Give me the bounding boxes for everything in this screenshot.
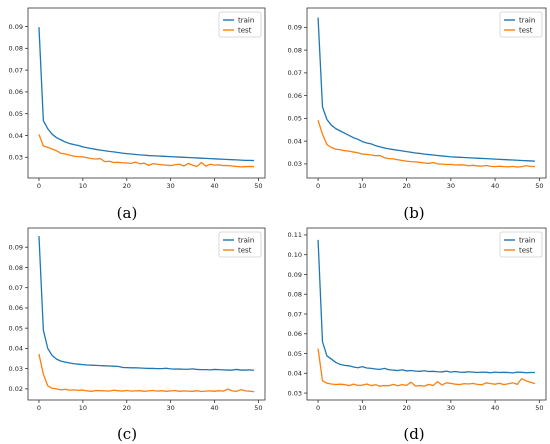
legend-label-train: train [238,16,254,24]
legend: train test [218,231,262,258]
x-tick-label: 0 [37,404,41,412]
x-tick-label: 10 [79,182,87,190]
panel-label: (d) [403,425,424,443]
x-tick-label: 0 [37,182,41,190]
x-tick-label: 30 [166,404,174,412]
x-tick-label: 10 [358,182,366,190]
legend-box [218,11,262,38]
y-tick-label: 0.10 [288,251,302,259]
legend-label-train: train [519,236,535,244]
x-tick-label: 30 [166,182,174,190]
y-tick-label: 0.09 [288,271,302,279]
y-tick-label: 0.04 [9,345,23,353]
y-tick-label: 0.09 [9,244,23,252]
x-tick-label: 50 [254,182,262,190]
y-tick-label: 0.05 [9,110,23,118]
chart-panel-a: 0 10 20 30 40 50 0.03 0.04 0.05 0.06 0.07 0.08 0.09 t… [9,7,266,222]
plot-frame [27,227,266,401]
series-line-train [317,17,535,162]
y-tick-label: 0.05 [9,324,23,332]
y-tick-label: 0.07 [9,284,23,292]
y-tick-label: 0.04 [288,370,302,378]
series-line-test [317,348,536,387]
legend-label-test: test [519,26,533,34]
legend-box [218,231,262,258]
chart-panel-b: 0 10 20 30 40 50 0.03 0.04 0.05 0.06 0.07 0.08 0.09 t… [288,7,547,222]
x-tick-label: 50 [535,404,543,412]
y-tick-label: 0.09 [288,24,302,32]
x-tick-label: 40 [491,182,499,190]
y-tick-label: 0.08 [9,264,23,272]
legend-label-train: train [519,16,535,24]
plot-frame [27,7,266,179]
y-tick-label: 0.06 [288,330,302,338]
legend-label-test: test [238,26,252,34]
series-line-train [38,27,255,162]
y-tick-label: 0.07 [9,66,23,74]
x-tick-label: 20 [123,404,131,412]
y-tick-label: 0.03 [288,389,302,397]
x-tick-label: 30 [447,404,455,412]
x-tick-label: 50 [535,182,543,190]
y-tick-label: 0.08 [288,291,302,299]
x-tick-label: 20 [402,404,410,412]
y-tick-label: 0.04 [288,137,302,145]
y-tick-label: 0.06 [9,304,23,312]
x-tick-label: 40 [210,404,218,412]
y-tick-label: 0.05 [288,350,302,358]
legend: train test [499,231,543,258]
y-tick-label: 0.08 [9,45,23,53]
x-tick-label: 10 [79,404,87,412]
panel-label: (b) [403,204,424,222]
series-line-test [38,134,255,168]
x-tick-label: 20 [402,182,410,190]
x-tick-label: 30 [447,182,455,190]
y-tick-label: 0.02 [9,385,23,393]
y-tick-label: 0.08 [288,46,302,54]
panel-label: (c) [117,425,137,443]
series-line-test [38,353,255,393]
y-tick-label: 0.06 [288,92,302,100]
y-tick-label: 0.06 [9,88,23,96]
y-tick-label: 0.05 [288,115,302,123]
series-line-test [317,120,535,168]
y-tick-label: 0.09 [9,23,23,31]
legend: train test [218,11,262,38]
x-tick-label: 0 [316,404,320,412]
legend: train test [499,11,543,38]
x-tick-label: 40 [210,182,218,190]
x-tick-label: 0 [316,182,320,190]
legend-box [499,231,543,258]
y-tick-label: 0.03 [9,154,23,162]
y-tick-label: 0.04 [9,132,23,140]
legend-box [499,11,543,38]
x-tick-label: 50 [254,404,262,412]
x-tick-label: 20 [123,182,131,190]
y-tick-label: 0.07 [288,310,302,318]
legend-label-train: train [238,236,254,244]
y-tick-label: 0.03 [9,365,23,373]
panel-label: (a) [117,204,138,222]
chart-panel-d: 0 10 20 30 40 50 0.03 0.04 0.05 0.06 0.07 0.08 0.09 0… [288,227,547,443]
y-tick-label: 0.07 [288,69,302,77]
y-tick-label: 0.03 [288,160,302,168]
y-tick-label: 0.11 [288,231,302,239]
series-line-train [317,239,535,374]
plot-frame [306,7,547,179]
legend-label-test: test [238,246,252,254]
chart-panel-c: 0 10 20 30 40 50 0.02 0.03 0.04 0.05 0.06 0.07 0.08 0… [9,227,266,443]
x-tick-label: 10 [358,404,366,412]
x-tick-label: 40 [491,404,499,412]
series-line-train [38,236,255,371]
legend-label-test: test [519,246,533,254]
